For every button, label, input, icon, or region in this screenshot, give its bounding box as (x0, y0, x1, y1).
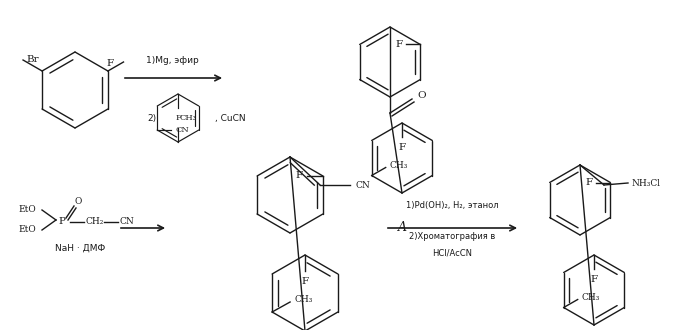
Text: A: A (398, 221, 407, 234)
Text: NH₃Cl: NH₃Cl (632, 179, 661, 187)
Text: F: F (398, 143, 405, 152)
Text: 2)Хроматография в: 2)Хроматография в (409, 232, 495, 241)
Text: CH₃: CH₃ (294, 295, 312, 305)
Text: F: F (585, 178, 592, 187)
Text: CN: CN (120, 217, 135, 226)
Text: O: O (74, 197, 82, 207)
Text: Br: Br (26, 55, 38, 64)
Text: P: P (58, 217, 65, 226)
Text: 2): 2) (147, 114, 156, 122)
Text: F: F (296, 172, 303, 181)
Text: CH₃: CH₃ (180, 114, 197, 122)
Text: CN: CN (175, 126, 189, 134)
Text: F: F (175, 114, 181, 122)
Text: F: F (395, 40, 403, 49)
Text: EtO: EtO (18, 225, 36, 235)
Text: NaH · ДМФ: NaH · ДМФ (55, 244, 106, 252)
Text: EtO: EtO (18, 206, 36, 214)
Text: 1)Pd(OH)₂, H₂, этанол: 1)Pd(OH)₂, H₂, этанол (405, 201, 498, 210)
Text: O: O (417, 91, 426, 101)
Text: F: F (106, 59, 113, 69)
Text: CN: CN (355, 182, 370, 190)
Text: CH₃: CH₃ (389, 161, 408, 170)
Text: HCl/AcCN: HCl/AcCN (432, 248, 472, 257)
Text: F: F (301, 277, 308, 286)
Text: CH₃: CH₃ (582, 293, 600, 302)
Text: 1)Mg, эфир: 1)Mg, эфир (145, 56, 199, 65)
Text: F: F (591, 275, 598, 284)
Text: CH₂: CH₂ (86, 217, 104, 226)
Text: , CuCN: , CuCN (215, 114, 245, 122)
